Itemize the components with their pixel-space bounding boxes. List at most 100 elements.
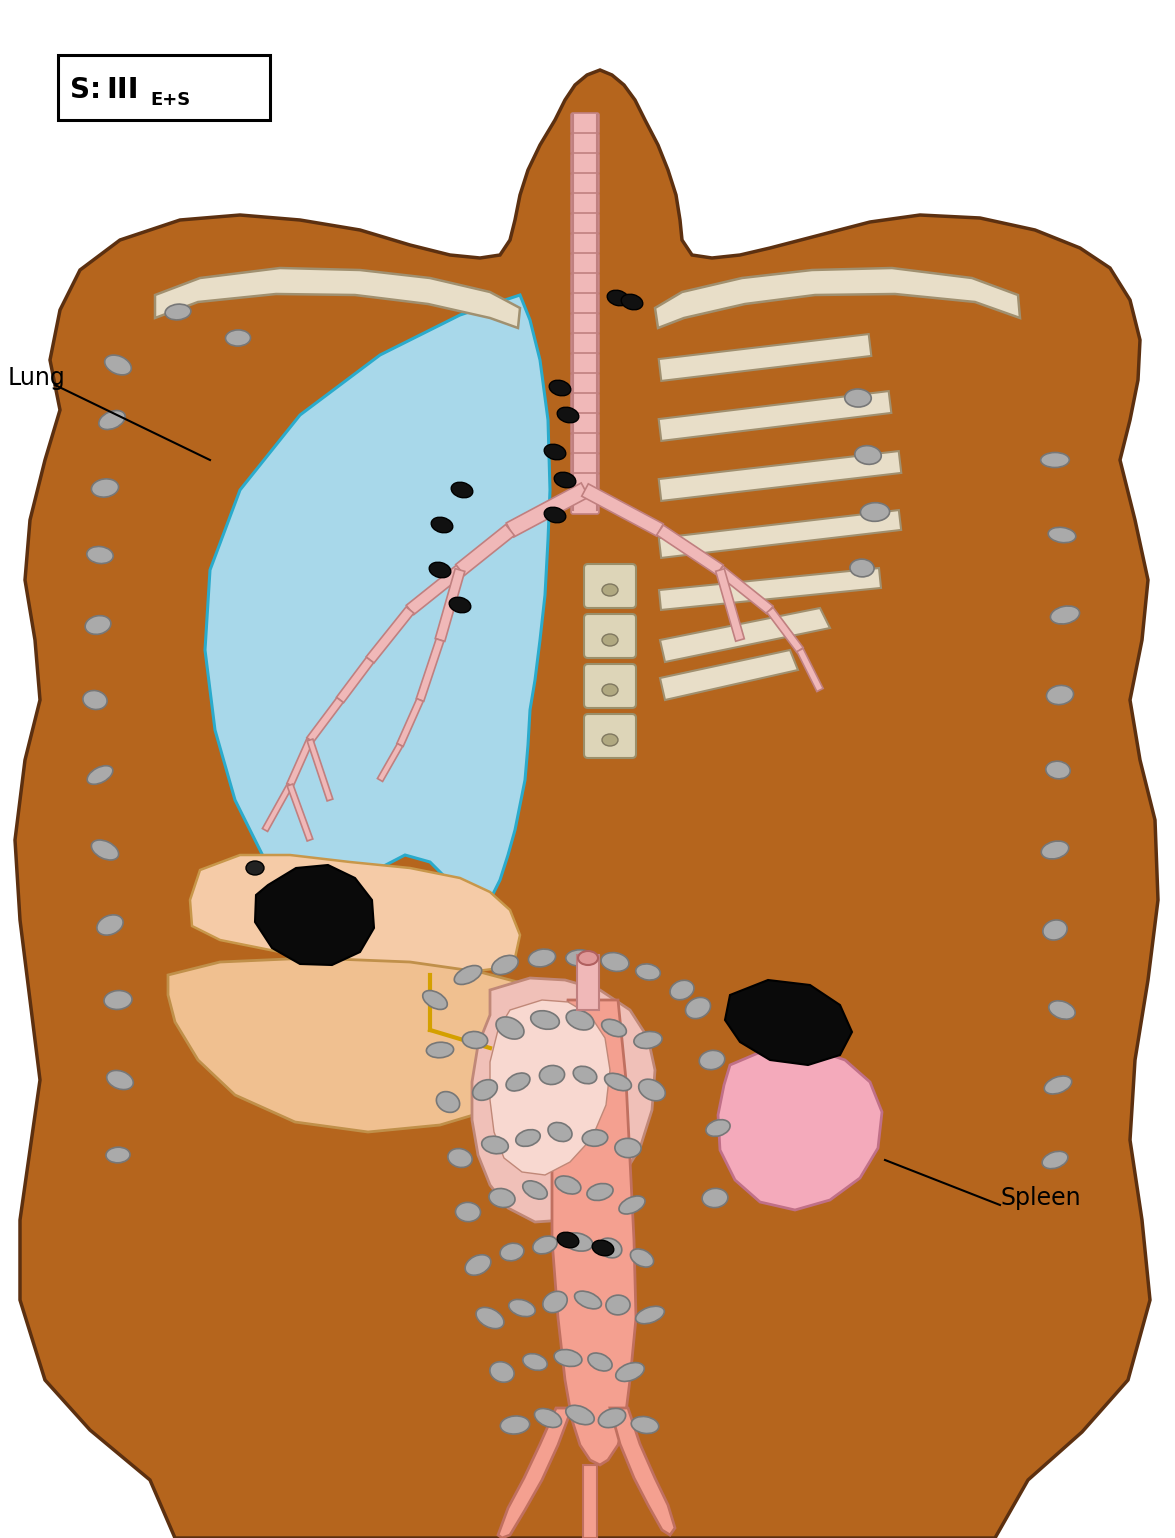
FancyBboxPatch shape xyxy=(571,274,599,294)
FancyBboxPatch shape xyxy=(58,55,270,120)
Polygon shape xyxy=(797,649,824,692)
Polygon shape xyxy=(660,608,830,661)
Ellipse shape xyxy=(505,1072,531,1092)
Polygon shape xyxy=(717,566,773,614)
Ellipse shape xyxy=(572,1066,597,1084)
FancyBboxPatch shape xyxy=(571,494,599,514)
Ellipse shape xyxy=(539,1064,565,1086)
Text: S:: S: xyxy=(70,75,110,105)
FancyBboxPatch shape xyxy=(571,474,599,494)
Polygon shape xyxy=(654,268,1020,328)
Ellipse shape xyxy=(555,472,576,488)
FancyBboxPatch shape xyxy=(571,414,599,434)
Ellipse shape xyxy=(848,558,875,578)
Ellipse shape xyxy=(602,734,618,746)
FancyBboxPatch shape xyxy=(584,714,636,758)
Ellipse shape xyxy=(435,1092,461,1112)
Ellipse shape xyxy=(516,1129,539,1147)
Ellipse shape xyxy=(555,1175,582,1195)
Ellipse shape xyxy=(669,980,696,1001)
Ellipse shape xyxy=(1042,452,1067,468)
Polygon shape xyxy=(262,783,293,832)
Ellipse shape xyxy=(93,477,116,498)
Polygon shape xyxy=(435,569,465,641)
Polygon shape xyxy=(416,638,444,701)
Ellipse shape xyxy=(548,1123,572,1141)
Ellipse shape xyxy=(98,915,123,935)
Ellipse shape xyxy=(622,294,643,309)
Ellipse shape xyxy=(451,483,472,498)
Ellipse shape xyxy=(636,1032,660,1049)
Ellipse shape xyxy=(87,764,113,784)
Ellipse shape xyxy=(616,1363,645,1383)
Polygon shape xyxy=(367,608,414,663)
Ellipse shape xyxy=(549,380,571,395)
Ellipse shape xyxy=(466,1257,490,1273)
Ellipse shape xyxy=(532,1010,558,1029)
Ellipse shape xyxy=(553,1349,582,1367)
Polygon shape xyxy=(725,980,852,1064)
Ellipse shape xyxy=(684,1000,712,1017)
Polygon shape xyxy=(506,483,589,537)
Ellipse shape xyxy=(582,1127,607,1147)
Polygon shape xyxy=(204,295,550,915)
Ellipse shape xyxy=(482,1135,508,1155)
Ellipse shape xyxy=(704,1118,732,1138)
Ellipse shape xyxy=(105,1146,132,1164)
Ellipse shape xyxy=(544,444,566,460)
Ellipse shape xyxy=(607,291,629,306)
Polygon shape xyxy=(287,784,313,841)
Polygon shape xyxy=(659,391,892,441)
Ellipse shape xyxy=(616,1140,640,1157)
Polygon shape xyxy=(15,71,1159,1538)
Ellipse shape xyxy=(423,992,448,1007)
FancyBboxPatch shape xyxy=(571,394,599,414)
Ellipse shape xyxy=(597,1238,624,1258)
Ellipse shape xyxy=(246,861,264,875)
Polygon shape xyxy=(307,740,333,801)
FancyBboxPatch shape xyxy=(571,374,599,394)
Ellipse shape xyxy=(530,1237,559,1253)
Polygon shape xyxy=(498,1407,572,1538)
Ellipse shape xyxy=(633,1415,657,1435)
Ellipse shape xyxy=(431,517,452,532)
Ellipse shape xyxy=(87,548,114,563)
Polygon shape xyxy=(718,1047,882,1210)
Polygon shape xyxy=(287,738,314,786)
Ellipse shape xyxy=(488,1363,516,1381)
Ellipse shape xyxy=(1048,1000,1076,1021)
Ellipse shape xyxy=(604,1295,632,1315)
Ellipse shape xyxy=(1045,686,1075,704)
Ellipse shape xyxy=(100,412,125,429)
Polygon shape xyxy=(657,524,724,575)
Ellipse shape xyxy=(634,963,662,981)
Polygon shape xyxy=(307,698,343,743)
Ellipse shape xyxy=(455,966,482,983)
Ellipse shape xyxy=(107,1072,134,1087)
Ellipse shape xyxy=(1053,606,1077,624)
Ellipse shape xyxy=(463,1032,486,1049)
Ellipse shape xyxy=(492,957,518,974)
Ellipse shape xyxy=(429,563,451,578)
Polygon shape xyxy=(552,1000,636,1466)
Ellipse shape xyxy=(703,1189,727,1207)
Ellipse shape xyxy=(575,1290,600,1310)
Ellipse shape xyxy=(603,954,627,970)
Ellipse shape xyxy=(592,1240,613,1257)
Ellipse shape xyxy=(639,1080,664,1100)
Text: E+S: E+S xyxy=(150,91,190,109)
Polygon shape xyxy=(190,855,521,972)
FancyBboxPatch shape xyxy=(571,212,599,234)
Ellipse shape xyxy=(588,1352,612,1372)
Ellipse shape xyxy=(566,1406,593,1424)
Ellipse shape xyxy=(599,1407,625,1429)
FancyBboxPatch shape xyxy=(584,664,636,707)
Ellipse shape xyxy=(103,992,133,1009)
Polygon shape xyxy=(472,978,654,1223)
Polygon shape xyxy=(336,657,374,703)
Ellipse shape xyxy=(602,634,618,646)
Polygon shape xyxy=(583,1466,597,1538)
Ellipse shape xyxy=(521,1350,549,1373)
FancyBboxPatch shape xyxy=(571,314,599,334)
Polygon shape xyxy=(255,864,374,964)
